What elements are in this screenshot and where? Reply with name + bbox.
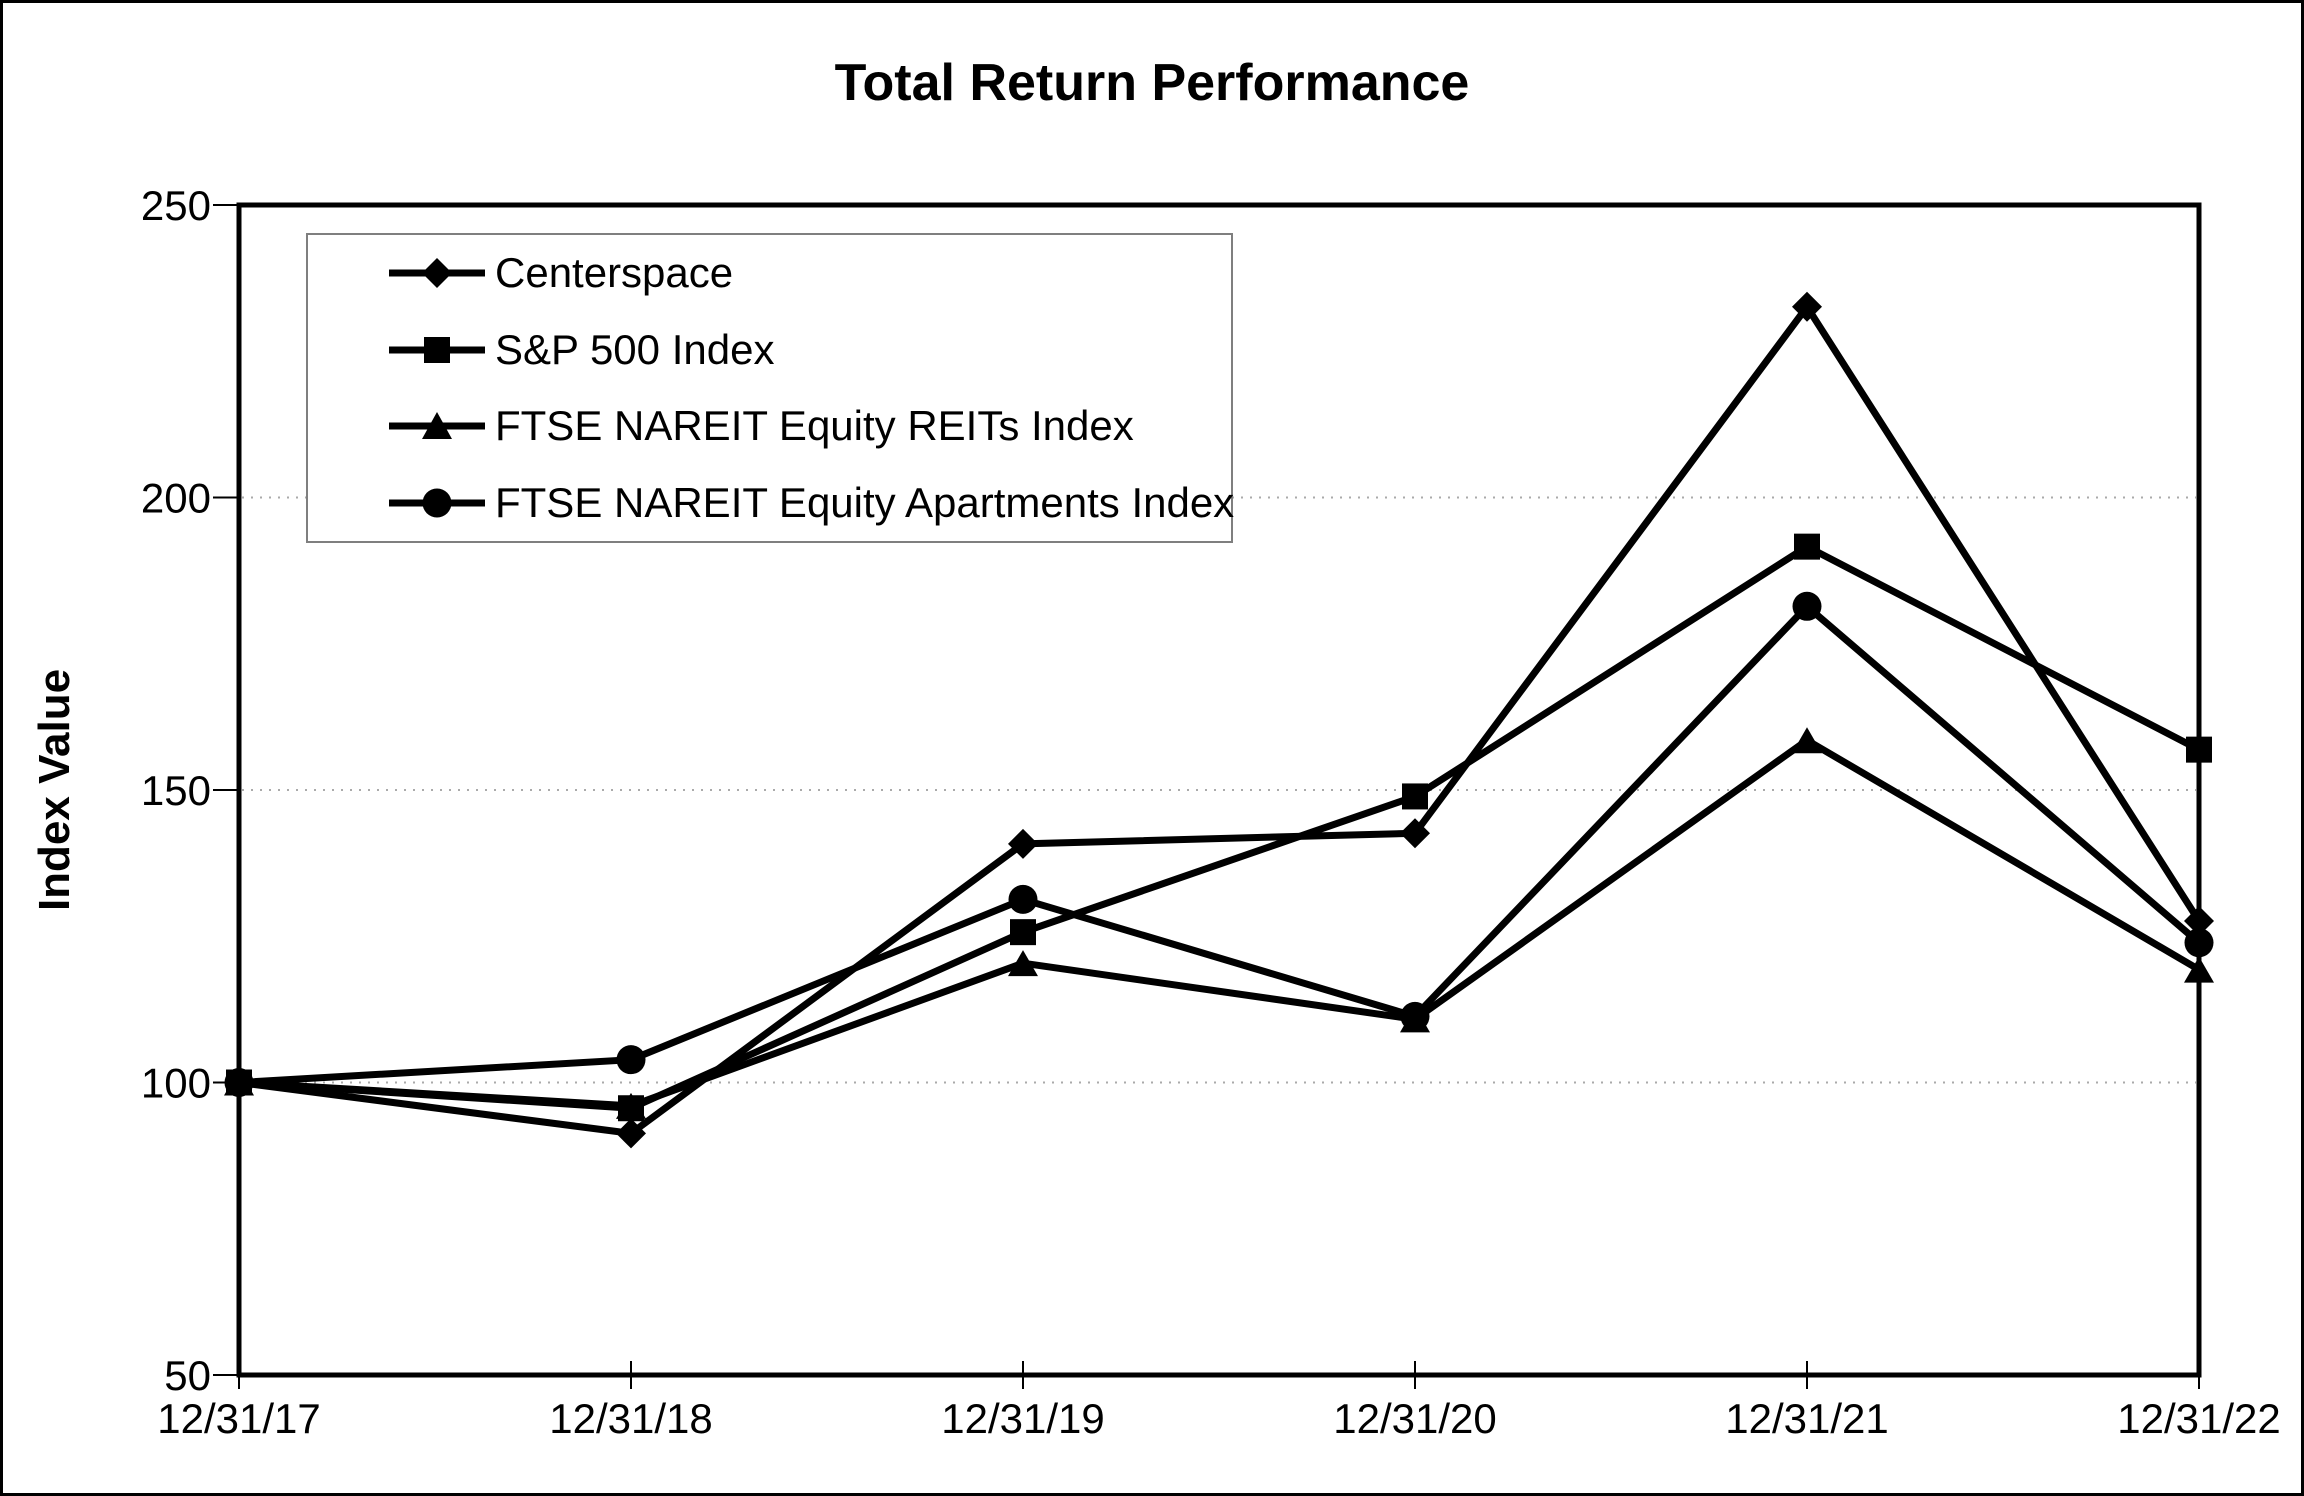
circle-marker-icon (1400, 1001, 1430, 1031)
triangle-marker-icon (1008, 950, 1038, 977)
legend-item-ftse-nareit-equity-apartments: FTSE NAREIT Equity Apartments Index (308, 465, 1235, 542)
x-tick-label: 12/31/18 (549, 1395, 713, 1442)
legend-item-centerspace: Centerspace (308, 235, 1231, 312)
y-tick-label: 200 (141, 475, 211, 522)
x-tick-label: 12/31/20 (1333, 1395, 1497, 1442)
square-marker-icon (618, 1095, 644, 1122)
legend-label: S&P 500 Index (495, 325, 775, 373)
x-tick-label: 12/31/21 (1725, 1395, 1889, 1442)
y-tick-label: 250 (141, 182, 211, 229)
x-tick-label: 12/31/19 (941, 1395, 1105, 1442)
triangle-marker-icon (389, 412, 485, 440)
x-tick-label: 12/31/17 (157, 1395, 321, 1442)
series-line-triangle (238, 736, 2201, 1110)
triangle-marker-icon (1792, 727, 1822, 754)
y-tick-label: 150 (141, 767, 211, 814)
series-line-square (238, 542, 2201, 1112)
circle-marker-icon (616, 1045, 646, 1075)
circle-marker-icon (389, 488, 485, 518)
legend: Centerspace S&P 500 Index FTSE NAREIT Eq… (306, 233, 1235, 543)
y-tick-label: 50 (164, 1352, 211, 1399)
square-marker-icon (1402, 783, 1428, 810)
legend-label: Centerspace (495, 249, 734, 297)
legend-label: FTSE NAREIT Equity REITs Index (495, 402, 1134, 450)
diamond-marker-icon (389, 258, 485, 289)
square-marker-icon (2186, 736, 2212, 763)
diamond-marker-icon (2184, 906, 2214, 937)
circle-marker-icon (1792, 591, 1822, 621)
circle-marker-icon (1008, 884, 1038, 914)
y-tick-label: 100 (141, 1060, 211, 1107)
square-marker-icon (389, 336, 485, 363)
triangle-marker-icon (2184, 956, 2214, 983)
plot-area: 50 100 150 200 250 12/31/17 12/31/18 12/31/19 12… (141, 182, 2281, 1442)
legend-label: FTSE NAREIT Equity Apartments Index (495, 478, 1235, 526)
circle-marker-icon (2184, 928, 2214, 958)
diamond-marker-icon (1008, 828, 1038, 859)
series-line-diamond (238, 300, 2202, 1138)
square-marker-icon (226, 1069, 252, 1096)
diamond-marker-icon (616, 1118, 646, 1149)
square-marker-icon (1010, 919, 1036, 946)
legend-item-ftse-nareit-equity-reits: FTSE NAREIT Equity REITs Index (308, 388, 1231, 465)
diamond-marker-icon (1792, 291, 1822, 322)
legend-item-sp500: S&P 500 Index (308, 312, 1231, 389)
square-marker-icon (1794, 533, 1820, 560)
series-line-circle (238, 601, 2202, 1086)
chart-title: Total Return Performance (834, 54, 1470, 112)
x-tick-label: 12/31/22 (2117, 1395, 2281, 1442)
diamond-marker-icon (1400, 818, 1430, 849)
